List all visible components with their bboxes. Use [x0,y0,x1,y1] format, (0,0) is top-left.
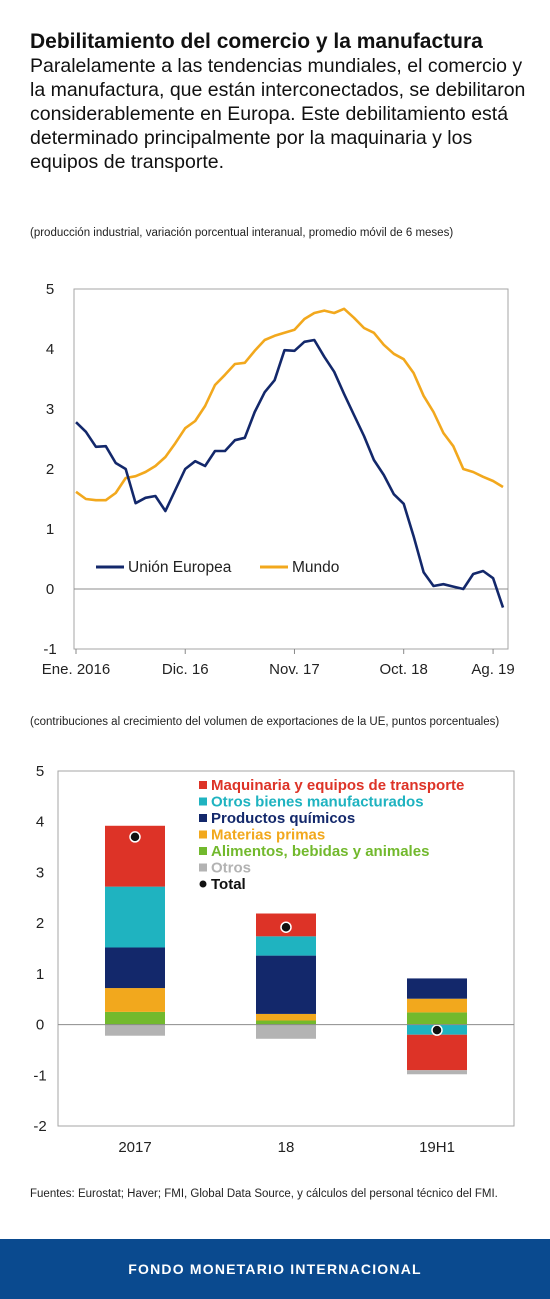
bar-segment-materias-primas [256,1013,316,1021]
legend-label-materias-primas: Materias primas [211,827,325,844]
y-tick-label: 2 [36,915,44,932]
x-category-label: 18 [278,1139,295,1156]
legend-label-total: Total [211,876,246,893]
line-chart: 5 4 3 2 1 0 -1 Ene. 2016 Dic. 16 Nov. 17 Oct. 18 Ag… [42,281,515,678]
y-tick-label: 5 [36,763,44,780]
y-tick-label: -2 [33,1118,46,1135]
x-category-label: 19H1 [419,1139,455,1156]
legend-label-union-europea: Unión Europea [128,559,232,576]
x-tick-label: Ene. 2016 [42,661,110,678]
bar-segment-otros [256,1024,316,1039]
x-tick-label: Nov. 17 [269,661,320,678]
total-marker [280,921,292,933]
legend-swatch-otros-bienes [199,797,207,806]
chart1-note: (producción industrial, variación porcen… [30,227,454,239]
plot-frame [73,288,509,650]
legend-swatch-maquinaria [199,781,207,789]
y-tick-label: 2 [46,461,54,478]
legend-swatch-otros [199,863,207,872]
bar-segment-materias-primas [105,988,165,1012]
legend-swatch-alimentos [199,847,207,855]
y-tick-label: 3 [46,401,54,418]
chart2-note: (contribuciones al crecimiento del volum… [30,716,500,728]
bar-segment-quimicos [407,978,467,999]
page-title: Debilitamiento del comercio y la manufac… [30,30,483,53]
bar-segment-materias-primas [407,998,467,1013]
x-tick-label: Oct. 18 [380,661,428,678]
bar-segment-alimentos [105,1011,165,1025]
bar-segment-otros [105,1024,165,1036]
legend-label-quimicos: Productos químicos [211,810,355,827]
bar-segment-quimicos [256,955,316,1014]
legend-swatch-quimicos [199,814,207,822]
bar-segment-quimicos [105,947,165,989]
legend-label-mundo: Mundo [292,559,339,576]
header: Debilitamiento del comercio y la manufac… [30,30,530,174]
y-tick-label: 1 [46,521,54,538]
legend-label-alimentos: Alimentos, bebidas y animales [211,843,429,860]
legend-label-otros-bienes: Otros bienes manufacturados [211,794,424,811]
legend-label-maquinaria: Maquinaria y equipos de transporte [211,777,464,794]
plot-frame [57,770,515,1127]
bar-segment-alimentos [407,1012,467,1025]
y-tick-label: 5 [46,281,54,298]
x-tick-label: Ag. 19 [471,661,514,678]
bar-segment-otros-bienes [105,886,165,948]
y-tick-label: 4 [36,814,44,831]
y-tick-label: 4 [46,341,54,358]
series-line-union-europea [75,338,505,609]
stacked-bar-chart: 5 4 3 2 1 0 -1 -2 2017 18 19H1 Maquinaria y equipos… [33,763,515,1156]
y-tick-label: 1 [36,966,44,983]
legend-swatch-materias-primas [199,830,207,839]
x-tick-label: Dic. 16 [162,661,209,678]
total-marker [129,831,141,843]
footer-banner: FONDO MONETARIO INTERNACIONAL [0,1239,550,1299]
y-tick-label: 3 [36,864,44,881]
source-note: Fuentes: Eurostat; Haver; FMI, Global Da… [30,1188,498,1200]
bar-segment-maquinaria [407,1034,467,1071]
y-tick-label: 0 [36,1017,44,1034]
bar-segment-otros-bienes [256,936,316,956]
page-subtitle: Paralelamente a las tendencias mundiales… [30,55,526,173]
legend-swatch-total [199,880,207,888]
bar-segment-alimentos [256,1020,316,1025]
legend-label-otros: Otros [211,860,251,877]
y-tick-label: -1 [33,1067,46,1084]
bar-segment-otros [407,1070,467,1075]
x-category-label: 2017 [118,1139,151,1156]
series-line-mundo [75,307,504,502]
y-tick-label: -1 [43,641,56,658]
total-marker [431,1024,443,1036]
y-tick-label: 0 [46,581,54,598]
